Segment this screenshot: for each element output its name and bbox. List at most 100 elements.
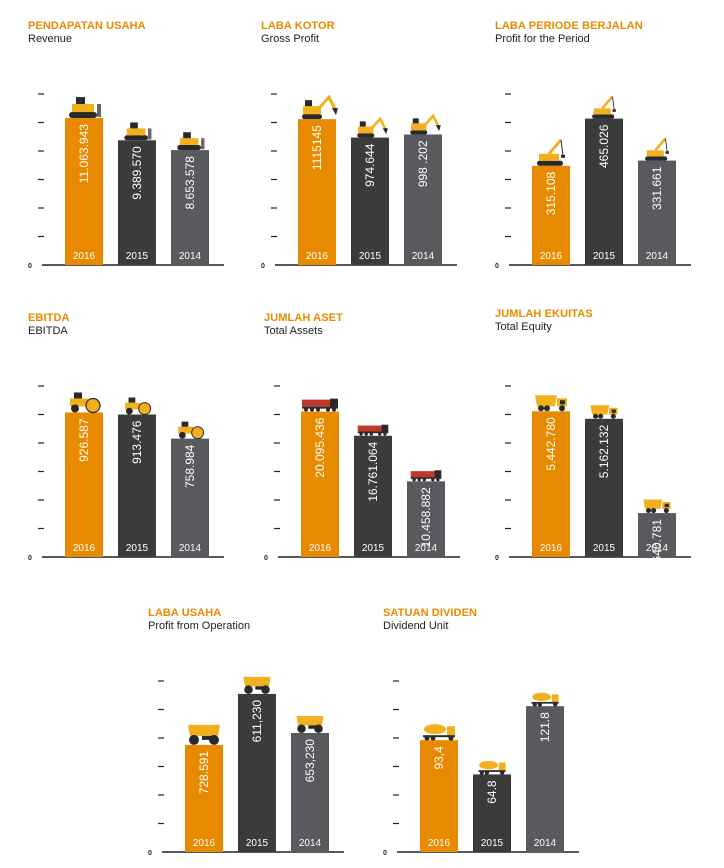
category-label: 2015 — [481, 838, 504, 849]
bulldozer-icon — [124, 122, 152, 141]
value-label: 1115145 — [310, 125, 324, 170]
chart-panel-total-equity: JUMLAH EKUITAS Total Equity 0 5.442.780 20… — [495, 308, 695, 572]
bar-2015 — [238, 693, 276, 852]
chart-title: LABA PERIODE BERJALAN — [495, 20, 643, 32]
dump-truck-icon — [590, 405, 618, 419]
value-label: 611,230 — [250, 700, 264, 743]
bar-2014 — [171, 150, 209, 265]
chart-panel-gross-profit: LABA KOTOR Gross Profit 0 1115145 2016 974.… — [261, 20, 461, 270]
chart-subtitle: Gross Profit — [261, 33, 320, 45]
value-label: 653,230 — [303, 739, 317, 783]
flatbed-truck-icon — [410, 470, 442, 482]
chart-panel-operating-profit: LABA USAHA Profit from Operation 0 728.59… — [148, 607, 348, 857]
excavator-icon — [357, 116, 388, 138]
chart-plot: 0 11.063.943 2016 9.389.570 2015 8.653.578 201… — [28, 55, 228, 270]
category-label: 2014 — [179, 251, 202, 262]
bar-2015 — [351, 137, 389, 265]
bulldozer-icon — [69, 97, 101, 119]
dump-truck-icon — [643, 499, 671, 514]
bar-2016 — [65, 118, 103, 265]
crane-icon — [537, 138, 565, 166]
excavator-icon — [302, 94, 338, 120]
axis-zero-label: 0 — [383, 850, 387, 857]
axis-zero-label: 0 — [148, 850, 152, 857]
value-label: 10.458.882 — [419, 487, 433, 547]
bar-2015 — [118, 414, 156, 557]
chart-title: LABA USAHA — [148, 607, 222, 619]
bar-2014 — [526, 706, 564, 852]
category-label: 2016 — [309, 543, 332, 554]
category-label: 2015 — [362, 543, 385, 554]
bar-2014 — [638, 513, 676, 557]
road-roller-icon — [70, 392, 101, 414]
value-label: 913.476 — [130, 420, 144, 464]
category-label: 2015 — [593, 543, 616, 554]
value-label: 1.640.781 — [650, 519, 664, 573]
category-label: 2014 — [646, 543, 669, 554]
category-label: 2014 — [534, 838, 557, 849]
chart-plot: 0 728.591 2016 611,230 2015 653,230 2014 — [148, 642, 348, 857]
bar-2016 — [298, 119, 336, 266]
category-label: 2015 — [359, 251, 382, 262]
chart-subtitle: Dividend Unit — [383, 620, 449, 632]
chart-plot: 0 315.108 2016 465.026 2015 331.661 2014 — [495, 55, 695, 270]
category-label: 2016 — [428, 838, 451, 849]
bar-chart-svg: 0 93,4 2016 64.8 2015 121.8 2014 — [383, 680, 579, 857]
axis-zero-label: 0 — [28, 555, 32, 562]
bar-2016 — [185, 744, 223, 852]
value-label: 5.442.780 — [544, 417, 558, 471]
bar-2014 — [638, 160, 676, 265]
value-label: 64.8 — [485, 780, 499, 804]
axis-zero-label: 0 — [28, 263, 32, 270]
axis-zero-label: 0 — [261, 263, 265, 270]
chart-plot: 0 93,4 2016 64.8 2015 121.8 2014 — [383, 642, 583, 857]
bar-2015 — [118, 140, 156, 265]
road-roller-icon — [125, 397, 152, 416]
bar-2014 — [291, 733, 329, 852]
crane-icon — [592, 95, 616, 119]
bar-2015 — [585, 418, 623, 557]
chart-subtitle: Total Equity — [495, 321, 552, 333]
mixer-truck-icon — [423, 724, 455, 741]
category-label: 2015 — [246, 838, 269, 849]
bar-2015 — [354, 435, 392, 557]
dump-truck-icon — [535, 395, 567, 412]
flatbed-truck-icon — [357, 424, 389, 436]
category-label: 2015 — [593, 251, 616, 262]
chart-title: JUMLAH EKUITAS — [495, 308, 593, 320]
excavator-icon — [410, 113, 441, 135]
category-label: 2016 — [73, 251, 96, 262]
chart-panel-ebitda: EBITDA EBITDA 0 926.587 2016 913.476 2015 758… — [28, 312, 228, 562]
value-label: 758.984 — [183, 444, 197, 488]
category-label: 2014 — [646, 251, 669, 262]
chart-panel-profit-period: LABA PERIODE BERJALAN Profit for the Per… — [495, 20, 695, 270]
chart-title: SATUAN DIVIDEN — [383, 607, 478, 619]
chart-panel-total-assets: JUMLAH ASET Total Assets 0 20.095.436 2016… — [264, 312, 464, 562]
axis-zero-label: 0 — [264, 555, 268, 562]
category-label: 2016 — [540, 251, 563, 262]
category-label: 2014 — [179, 543, 202, 554]
chart-subtitle: Profit from Operation — [148, 620, 251, 632]
category-label: 2016 — [306, 251, 329, 262]
chart-title: EBITDA — [28, 312, 70, 324]
haul-truck-icon — [188, 724, 220, 745]
chart-subtitle: Revenue — [28, 33, 73, 45]
chart-subtitle: Profit for the Period — [495, 33, 590, 45]
category-label: 2015 — [126, 543, 149, 554]
chart-plot: 0 20.095.436 2016 16.761.064 2015 10.458.882 2… — [264, 347, 464, 562]
bar-2014 — [407, 481, 445, 557]
value-label: 331.661 — [650, 166, 664, 210]
mixer-truck-icon — [531, 692, 559, 707]
value-label: 728.591 — [197, 751, 211, 795]
chart-title: PENDAPATAN USAHA — [28, 20, 146, 32]
bar-chart-svg: 0 1115145 2016 974.644 2015 998 .202 2014 — [261, 93, 457, 270]
value-label: 465.026 — [597, 124, 611, 168]
chart-subtitle: Total Assets — [264, 325, 323, 337]
value-label: 998 .202 — [416, 140, 430, 187]
value-label: 93,4 — [432, 746, 446, 770]
bar-2016 — [420, 740, 458, 852]
flatbed-truck-icon — [302, 398, 338, 412]
value-label: 20.095.436 — [313, 417, 327, 477]
haul-truck-icon — [296, 716, 324, 733]
haul-truck-icon — [243, 676, 271, 694]
